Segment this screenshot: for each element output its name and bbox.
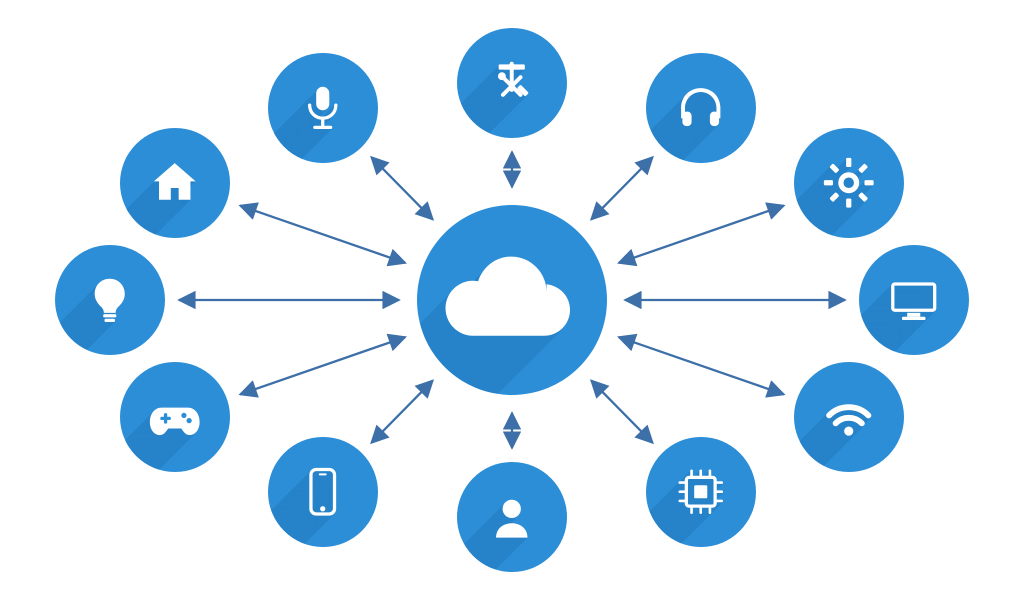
gear-node: [794, 128, 904, 238]
microphone-icon: [290, 75, 355, 140]
tools-icon: [479, 50, 544, 115]
cloud-node: [417, 205, 607, 395]
chip-icon: [668, 459, 733, 524]
house-node: [120, 128, 230, 238]
tools-node: [457, 28, 567, 138]
user-icon: [479, 484, 544, 549]
user-node: [457, 462, 567, 572]
connector-gamepad: [240, 337, 405, 394]
chip-node: [646, 437, 756, 547]
monitor-node: [859, 245, 969, 355]
headphones-node: [646, 53, 756, 163]
connector-headphones: [591, 157, 652, 219]
diagram-stage: [0, 0, 1024, 600]
wifi-node: [794, 362, 904, 472]
lightbulb-icon: [77, 267, 142, 332]
microphone-node: [268, 53, 378, 163]
connector-house: [240, 206, 405, 263]
gamepad-icon: [142, 384, 207, 449]
cloud-icon: [432, 220, 591, 379]
monitor-icon: [881, 267, 946, 332]
house-icon: [142, 150, 207, 215]
connector-wifi: [619, 337, 784, 394]
connector-mic: [371, 157, 432, 219]
gear-icon: [816, 150, 881, 215]
connector-phone: [371, 381, 432, 443]
phone-node: [268, 437, 378, 547]
gamepad-node: [120, 362, 230, 472]
headphones-icon: [668, 75, 733, 140]
connector-chip: [591, 381, 652, 443]
wifi-icon: [816, 384, 881, 449]
connector-gear: [619, 206, 784, 263]
phone-icon: [290, 459, 355, 524]
lightbulb-node: [55, 245, 165, 355]
